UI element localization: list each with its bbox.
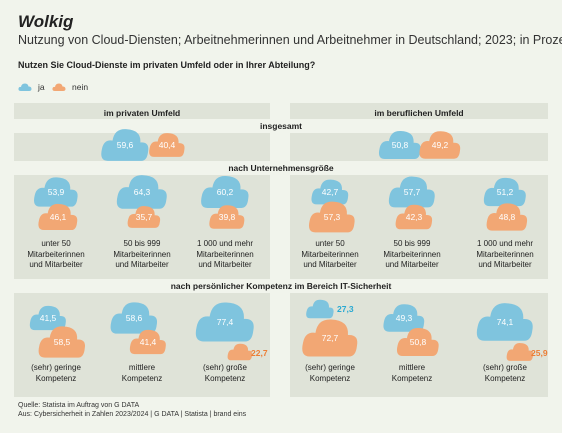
value-ja-competence-0: 41,5 (40, 313, 57, 323)
group-label-competence-4: mittlere Kompetenz (391, 363, 433, 383)
group-label-competence-2: (sehr) große Kompetenz (202, 363, 247, 383)
value-ja-size-4: 57,7 (404, 187, 421, 197)
cloud-ja-size-2 (201, 176, 249, 208)
cloud-nein-competence-0 (38, 326, 86, 358)
value-nein-competence-5: 25,9 (531, 348, 548, 358)
section-band-competence (14, 279, 548, 293)
legend-item-ja: ja (18, 80, 45, 94)
cloud-nein-size-1 (127, 206, 161, 228)
value-ja-size-2: 60,2 (217, 187, 234, 197)
cloud-ja-competence-2 (195, 302, 254, 342)
value-nein-size-3: 57,3 (324, 212, 341, 222)
value-ja-size-0: 53,9 (48, 187, 65, 197)
cloud-ja-competence-0 (29, 305, 66, 331)
cloud-nein-size-3 (308, 201, 355, 233)
chart-subtitle: Nutzung von Cloud-Diensten; Arbeitnehmer… (18, 33, 562, 47)
cloud-ja-size-4 (388, 176, 435, 208)
cloud-ja-competence-5 (476, 303, 533, 341)
section-band-overall (14, 119, 548, 133)
cloud-nein-competence-2 (227, 343, 253, 361)
cloud-ja-overall-0 (101, 129, 149, 161)
cloud-icon-nein (52, 83, 66, 91)
value-ja-competence-5: 74,1 (497, 317, 514, 327)
group-label-competence-0: (sehr) geringe Kompetenz (31, 363, 81, 383)
group-label-size-4: 50 bis 999 Mitarbeiterinnen und Mitarbeite… (383, 239, 441, 269)
value-ja-competence-3: 27,3 (337, 304, 354, 314)
legend-label-nein: nein (72, 82, 89, 92)
group-label-size-3: unter 50 Mitarbeiterinnen und Mitarbeiter (301, 239, 359, 269)
cloud-ja-size-3 (311, 179, 349, 205)
value-ja-competence-1: 58,6 (126, 313, 143, 323)
value-ja-overall-0: 59,6 (117, 140, 134, 150)
source-line-2: Aus: Cybersicherheit in Zahlen 2023/2024… (18, 411, 247, 418)
cloud-ja-size-5 (483, 177, 526, 207)
group-label-size-1: 50 bis 999 Mitarbeiterinnen und Mitarbeite… (113, 239, 171, 269)
value-nein-competence-0: 58,5 (54, 337, 71, 347)
cloud-ja-competence-4 (383, 304, 425, 332)
panel-title-private: im privaten Umfeld (103, 108, 181, 118)
cloud-ja-size-0 (34, 177, 78, 207)
cloud-nein-size-0 (38, 203, 78, 231)
cloud-icon-ja (18, 83, 32, 91)
cloud-ja-size-1 (116, 175, 167, 209)
cloud-nein-overall-1 (419, 131, 461, 159)
value-ja-overall-1: 50,8 (392, 140, 409, 150)
cloud-ja-competence-1 (110, 302, 158, 334)
group-label-competence-5: (sehr) große Kompetenz (482, 363, 527, 383)
cloud-nein-competence-1 (129, 329, 166, 355)
chart-title: Wolkig (18, 12, 74, 31)
value-nein-size-5: 48,8 (499, 212, 516, 222)
value-nein-competence-4: 50,8 (410, 337, 427, 347)
section-label-competence: nach persönlicher Kompetenz im Bereich I… (170, 281, 392, 291)
value-nein-competence-2: 22,7 (251, 348, 268, 358)
value-ja-competence-2: 77,4 (217, 317, 234, 327)
cloud-nein-competence-5 (506, 343, 534, 361)
legend-label-ja: ja (38, 82, 45, 92)
cloud-ja-competence-3 (306, 299, 334, 319)
section-label-company-size: nach Unternehmensgröße (228, 163, 334, 173)
value-ja-competence-4: 49,3 (396, 313, 413, 323)
cloud-nein-size-4 (395, 204, 433, 230)
cloud-nein-competence-3 (302, 319, 358, 357)
value-nein-size-2: 39,8 (219, 212, 236, 222)
group-label-size-5: 1 000 und mehr Mitarbeiterinnen und Mitarb… (476, 239, 534, 269)
value-ja-size-1: 64,3 (134, 187, 151, 197)
group-label-competence-3: (sehr) geringe Kompetenz (305, 363, 355, 383)
cloud-nein-overall-0 (149, 133, 185, 157)
group-label-competence-1: mittlere Kompetenz (121, 363, 163, 383)
survey-question: Nutzen Sie Cloud-Dienste im privaten Umf… (18, 60, 316, 70)
value-ja-size-5: 51,2 (497, 187, 514, 197)
cloud-ja-overall-1 (378, 130, 421, 160)
legend-item-nein: nein (52, 80, 88, 94)
value-nein-size-0: 46,1 (50, 212, 67, 222)
cloud-nein-size-2 (209, 205, 245, 229)
panel-title-professional: im beruflichen Umfeld (374, 108, 464, 118)
cloud-nein-competence-4 (396, 327, 439, 357)
value-nein-overall-0: 40,4 (159, 140, 176, 150)
value-nein-overall-1: 49,2 (432, 140, 449, 150)
cloud-nein-size-5 (486, 203, 528, 231)
value-ja-size-3: 42,7 (322, 187, 339, 197)
section-label-overall: insgesamt (259, 121, 303, 131)
value-nein-size-1: 35,7 (136, 212, 153, 222)
value-nein-competence-3: 72,7 (322, 333, 339, 343)
source-line-1: Quelle: Statista im Auftrag von G DATA (18, 402, 140, 409)
section-band-company-size (14, 161, 548, 175)
group-label-size-2: 1 000 und mehr Mitarbeiterinnen und Mitarb… (196, 239, 254, 269)
value-nein-competence-1: 41,4 (140, 337, 157, 347)
value-nein-size-4: 42,3 (406, 212, 423, 222)
group-label-size-0: unter 50 Mitarbeiterinnen und Mitarbeiter (27, 239, 85, 269)
